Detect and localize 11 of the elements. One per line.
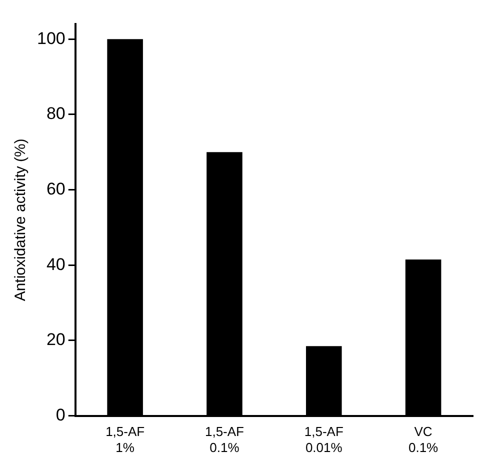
y-tick-label: 20 [46,330,66,350]
x-tick-label: 1,5-AF 1% [106,424,145,455]
y-tick-label: 0 [56,405,66,424]
y-tick-label: 100 [36,28,66,48]
y-tick-label: 40 [46,254,66,274]
x-tick-label: VC 0.1% [408,424,439,455]
y-tick-label: 60 [46,179,66,198]
x-tick-label: 1,5-AF 0.01% [304,424,344,455]
y-tick-label: 80 [46,104,66,124]
x-tick-label: 1,5-AF 0.1% [204,424,244,455]
y-axis-title: Antioxidative activity (%) [12,138,30,302]
